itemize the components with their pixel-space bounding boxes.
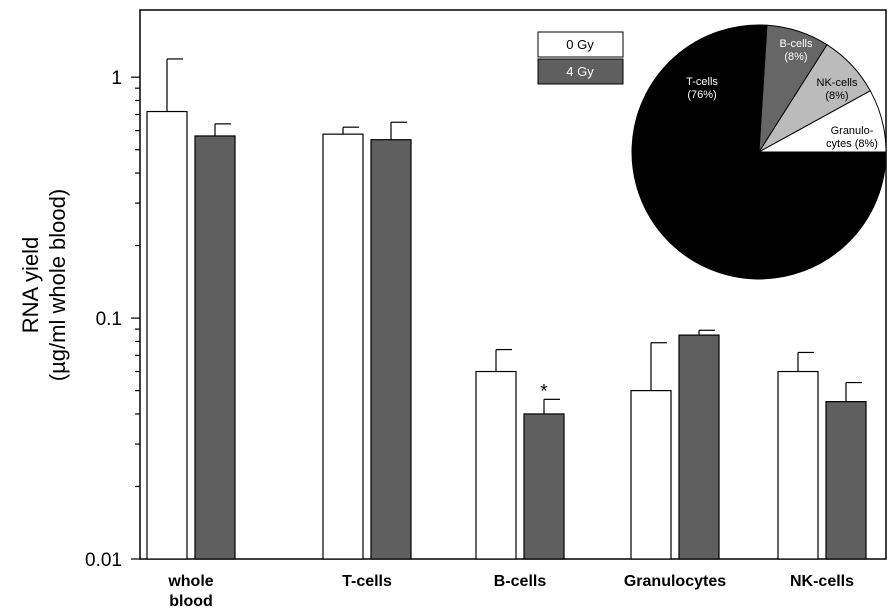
pie-slice-tcells — [631, 24, 887, 280]
y-tick-label: 0.1 — [96, 309, 122, 330]
y-axis: 0.01 0.1 1 — [85, 68, 140, 571]
legend: 0 Gy 4 Gy — [537, 31, 624, 85]
x-tick-label-line2: blood — [169, 593, 213, 610]
inset-pie-chart: T-cells(76%)B-cells(8%)NK-cells(8%)Granu… — [631, 24, 887, 280]
legend-label-4gy: 4 Gy — [566, 64, 594, 79]
bar-0gy — [475, 370, 517, 560]
x-tick-label: T-cells — [342, 573, 392, 590]
pie-label: (76%) — [687, 89, 716, 101]
pie-label: Granulo- — [831, 125, 874, 137]
y-tick-label: 1 — [111, 68, 122, 89]
pie-slice-granulo — [758, 90, 887, 153]
pie-label: NK-cells — [817, 77, 858, 89]
x-tick-label: B-cells — [494, 573, 547, 590]
bar-series: * — [146, 58, 867, 560]
bar-4gy — [194, 135, 236, 560]
y-axis-title-line2: (µg/ml whole blood) — [45, 189, 70, 381]
pie-label: (8%) — [825, 90, 848, 102]
y-axis-title-line1: RNA yield — [18, 237, 43, 334]
bar-4gy — [523, 413, 565, 560]
pie-label: cytes (8%) — [826, 138, 878, 150]
y-tick-label: 0.01 — [85, 550, 122, 571]
legend-swatch-4gy — [537, 58, 624, 85]
x-tick-label: whole — [167, 573, 213, 590]
bar-4gy — [825, 401, 867, 560]
bar-0gy — [146, 110, 188, 560]
bar-0gy — [322, 133, 364, 560]
pie-label: B-cells — [779, 38, 813, 50]
pie-label: T-cells — [686, 76, 718, 88]
x-tick-label: Granulocytes — [624, 573, 726, 590]
bar-0gy — [777, 370, 819, 560]
bar-4gy — [678, 334, 720, 560]
legend-label-0gy: 0 Gy — [566, 37, 594, 52]
bar-4gy — [370, 139, 412, 560]
significance-marker: * — [540, 381, 548, 402]
bar-0gy — [630, 390, 672, 560]
x-tick-label: NK-cells — [790, 573, 854, 590]
pie-label: (8%) — [784, 51, 807, 63]
x-axis-labels: whole blood T-cells B-cells Granulocytes NK-c… — [167, 573, 854, 610]
legend-swatch-0gy — [537, 31, 624, 58]
